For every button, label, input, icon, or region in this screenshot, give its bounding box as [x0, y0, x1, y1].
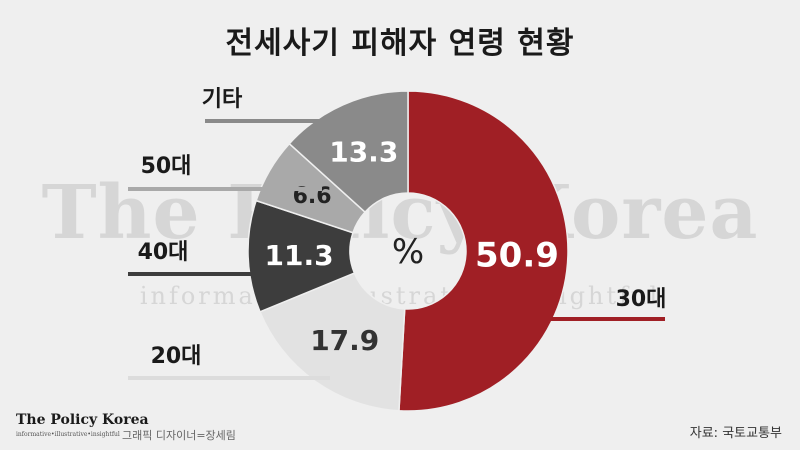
brand-tagline: informative•illustrative•insightful: [16, 431, 120, 438]
chart-title: 전세사기 피해자 연령 현황: [225, 26, 575, 61]
slice-value-40: 11.3: [265, 239, 334, 272]
donut-slice-30: [398, 90, 569, 412]
donut-slice-20: [259, 272, 406, 412]
slice-value-30: 50.9: [475, 235, 559, 275]
slice-value-20: 17.9: [310, 324, 379, 357]
center-unit-label: %: [392, 232, 424, 272]
category-label-50: 50대: [141, 154, 192, 179]
category-label-30: 30대: [616, 287, 667, 312]
category-label-40: 40대: [138, 240, 189, 265]
slice-value-other: 13.3: [329, 135, 398, 168]
source-note: 자료: 국토교통부: [689, 426, 782, 441]
category-label-20: 20대: [151, 344, 202, 369]
brand-logo: The Policy Korea: [16, 412, 149, 428]
category-label-other: 기타: [202, 87, 243, 112]
designer-credit: 그래픽 디자이너=장세림: [122, 429, 236, 442]
